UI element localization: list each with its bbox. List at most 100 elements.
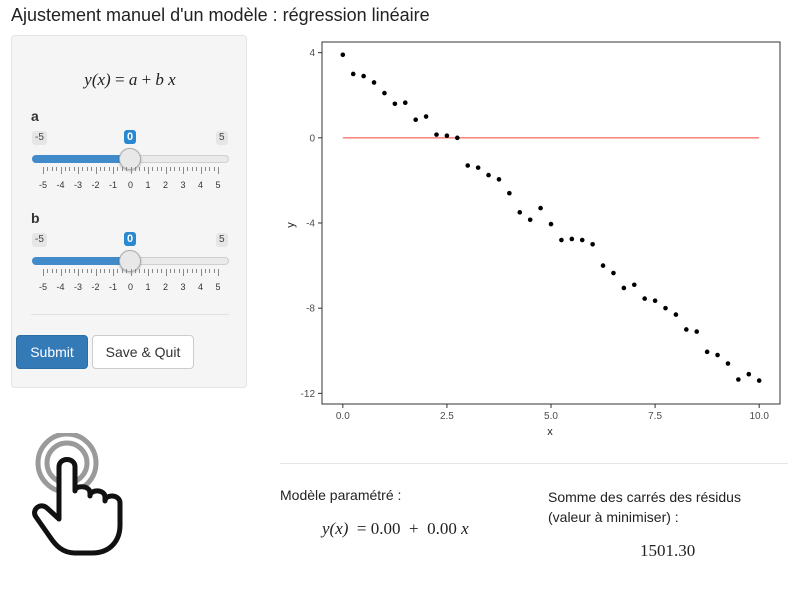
slider-tick xyxy=(73,269,75,273)
x-tick-label: 7.5 xyxy=(648,411,662,422)
sidebar-divider xyxy=(31,314,229,315)
slider-tick xyxy=(91,269,93,273)
data-point xyxy=(496,177,502,182)
slider-tick-label: -1 xyxy=(108,282,118,292)
y-tick-label: -4 xyxy=(306,219,315,230)
y-tick-label: 0 xyxy=(309,133,315,144)
slider-tick xyxy=(174,167,176,171)
regression-plot: 4 0 -4 -8 -12 0.0 2.5 5.0 7.5 10.0 x y xyxy=(285,41,781,438)
slider-tick-label: -4 xyxy=(56,180,65,190)
slider-a-min: -5 xyxy=(32,131,47,145)
slider-tick xyxy=(143,269,145,273)
data-point xyxy=(756,378,762,383)
slider-tick xyxy=(104,167,106,171)
slider-tick xyxy=(156,269,158,273)
slider-tick-label: -2 xyxy=(91,282,100,292)
data-point xyxy=(579,237,585,243)
slider-b-handle[interactable] xyxy=(119,250,141,272)
slider-tick xyxy=(200,167,202,174)
data-point xyxy=(652,298,658,304)
slider-tick-label: -3 xyxy=(73,282,83,292)
data-point xyxy=(746,371,752,377)
slider-tick xyxy=(204,269,206,273)
y-axis-label: y xyxy=(285,222,297,228)
slider-tick xyxy=(139,269,141,273)
slider-tick xyxy=(56,269,58,273)
slider-tick xyxy=(78,269,79,276)
slider-tick xyxy=(99,269,101,273)
slider-a-label: a xyxy=(31,108,39,124)
data-point xyxy=(548,221,554,227)
slider-tick xyxy=(161,167,163,171)
fitted-a-value: 0.00 xyxy=(370,519,401,538)
data-point xyxy=(600,263,606,268)
data-point xyxy=(402,100,408,105)
slider-tick xyxy=(209,167,211,171)
formula-plus: + xyxy=(137,70,156,89)
slider-tick xyxy=(200,269,202,276)
slider-tick xyxy=(104,269,106,273)
slider-tick xyxy=(178,269,180,273)
data-point xyxy=(725,361,731,366)
data-point xyxy=(340,52,346,58)
data-point xyxy=(642,296,647,301)
data-point xyxy=(475,165,481,170)
slider-tick xyxy=(73,167,75,171)
data-point xyxy=(621,285,627,291)
data-point xyxy=(736,377,741,382)
submit-button[interactable]: Submit xyxy=(16,335,88,369)
formula-x: x xyxy=(163,70,176,89)
data-point xyxy=(715,352,720,358)
slider-tick xyxy=(213,167,215,171)
data-point xyxy=(444,133,450,138)
slider-tick xyxy=(218,167,219,174)
slider-tick xyxy=(86,269,88,273)
data-point xyxy=(392,101,398,107)
slider-tick xyxy=(130,167,132,174)
slider-tick xyxy=(86,167,88,171)
slider-tick-label: 0 xyxy=(127,180,134,190)
slider-tick xyxy=(47,269,49,273)
data-point xyxy=(517,210,523,215)
slider-tick-label: -1 xyxy=(108,180,118,190)
slider-tick xyxy=(69,269,71,273)
slider-tick xyxy=(51,167,53,171)
slider-tick xyxy=(126,167,128,171)
slider-b-max: 5 xyxy=(216,233,228,247)
formula-a: a xyxy=(128,70,138,89)
data-point xyxy=(382,90,387,96)
slider-a-handle[interactable] xyxy=(119,148,141,170)
sidebar-panel: y(x) = a + b x a -5 0 5 -5 -4 -3 -2 -1 0 1 2 3 4 5… xyxy=(11,35,247,388)
save-quit-button[interactable]: Save & Quit xyxy=(92,335,194,369)
slider-b-ticks: -5 -4 -3 -2 -1 0 1 2 3 4 5 xyxy=(12,269,248,293)
x-tick-label: 2.5 xyxy=(440,411,454,422)
data-point xyxy=(434,132,439,137)
slider-tick xyxy=(169,167,171,171)
slider-tick xyxy=(95,167,97,174)
slider-tick xyxy=(91,167,93,171)
slider-tick xyxy=(196,269,198,273)
slider-a-ticks: -5 -4 -3 -2 -1 0 1 2 3 4 5 xyxy=(12,167,248,191)
slider-tick xyxy=(78,167,79,174)
data-point xyxy=(413,117,418,123)
data-point xyxy=(371,80,377,85)
data-point xyxy=(455,135,460,141)
slider-tick-label: 0 xyxy=(127,282,134,292)
slider-tick-label: 3 xyxy=(180,282,186,292)
data-point xyxy=(507,190,512,196)
x-axis-ticks: 0.0 2.5 5.0 7.5 10.0 xyxy=(336,404,769,422)
slider-tick xyxy=(51,269,53,273)
slider-tick xyxy=(82,167,84,171)
x-tick-label: 10.0 xyxy=(749,411,769,422)
slider-tick-label: 1 xyxy=(145,282,151,292)
slider-tick xyxy=(169,269,171,273)
slider-tick xyxy=(174,269,176,273)
data-points xyxy=(340,52,762,383)
y-axis-ticks: 4 0 -4 -8 -12 xyxy=(301,48,322,400)
slider-tick xyxy=(183,269,184,276)
data-point xyxy=(350,71,356,77)
slider-tick-label: 4 xyxy=(197,282,204,292)
slider-tick-label: 3 xyxy=(180,180,186,190)
model-formula: y(x) = a + b x xyxy=(12,70,248,90)
slider-a-max: 5 xyxy=(216,131,228,145)
